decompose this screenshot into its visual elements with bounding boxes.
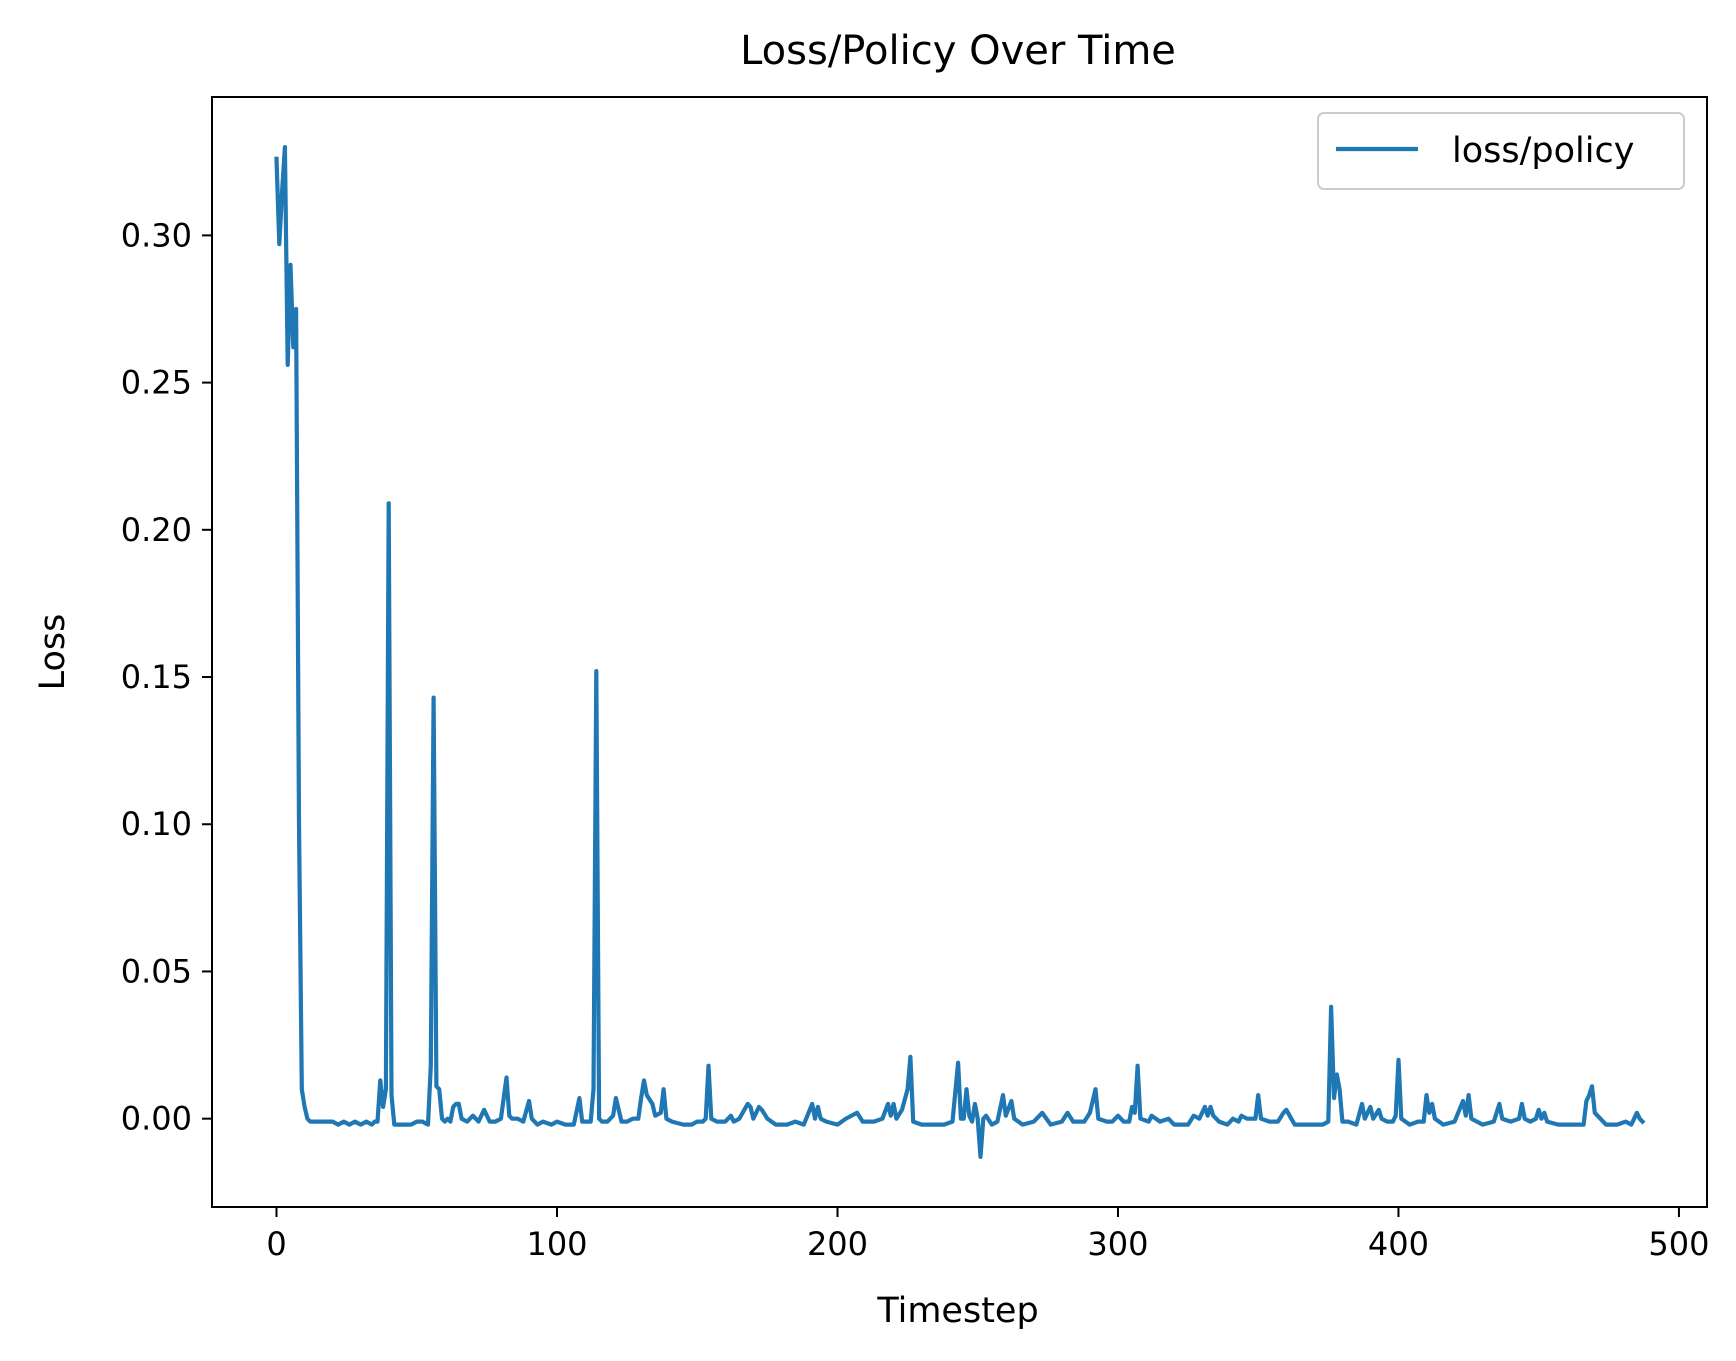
x-axis-ticks: 0 100 200 300 400 500 — [266, 1207, 1709, 1263]
legend-label-loss-policy: loss/policy — [1452, 131, 1634, 171]
x-axis-label: Timestep — [876, 1291, 1038, 1331]
y-tick-label: 0.15 — [121, 658, 192, 696]
y-tick-label: 0.00 — [121, 1100, 192, 1138]
x-tick-label: 0 — [266, 1225, 286, 1263]
x-tick-label: 200 — [807, 1225, 868, 1263]
legend: loss/policy — [1317, 112, 1685, 190]
series-line-loss-policy — [274, 145, 1646, 1159]
plot-frame — [211, 96, 1708, 1208]
y-tick-label: 0.20 — [121, 511, 192, 549]
x-tick-label: 300 — [1087, 1225, 1148, 1263]
y-tick-label: 0.05 — [121, 952, 192, 990]
chart-title: Loss/Policy Over Time — [740, 28, 1176, 74]
x-tick-label: 500 — [1648, 1225, 1709, 1263]
y-tick-label: 0.10 — [121, 805, 192, 843]
y-axis-label: Loss — [33, 614, 73, 691]
plot-area — [212, 97, 1707, 1207]
y-tick-label: 0.30 — [121, 216, 192, 254]
legend-box — [1317, 112, 1685, 190]
y-axis-ticks: 0.00 0.05 0.10 0.15 0.20 0.25 0.30 — [121, 216, 212, 1138]
x-tick-label: 100 — [526, 1225, 587, 1263]
y-tick-label: 0.25 — [121, 364, 192, 402]
x-tick-label: 400 — [1368, 1225, 1429, 1263]
